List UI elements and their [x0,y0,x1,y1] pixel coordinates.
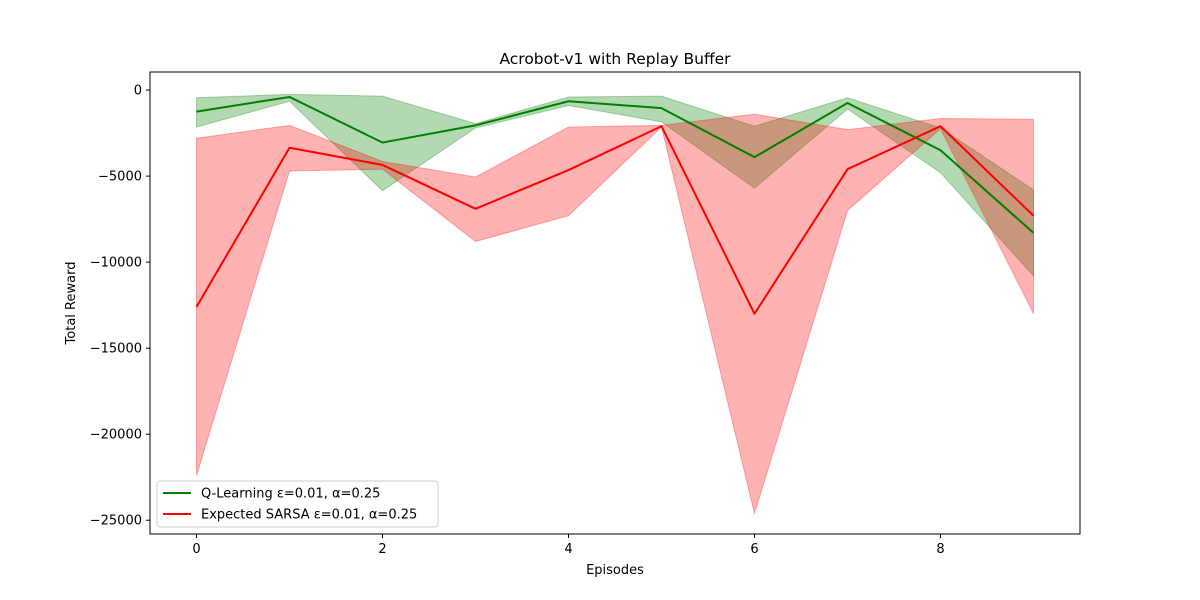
x-tick-label: 8 [936,542,944,557]
y-tick-label: −5000 [98,170,142,185]
x-tick-label: 6 [750,542,758,557]
bands-layer [196,93,1034,516]
series-1-line [195,125,1035,315]
series-1-band [196,113,1034,516]
y-tick-label: 0 [134,84,142,99]
y-axis-label: Total Reward [64,262,79,346]
y-tick-label: −20000 [90,428,142,443]
series-0-line [196,95,1035,234]
legend-label-1: Expected SARSA ε=0.01, α=0.25 [201,508,417,523]
lines-layer [195,95,1035,315]
series-0-band [196,93,1034,278]
chart-title: Acrobot-v1 with Replay Buffer [499,50,731,68]
y-tick-label: −15000 [90,342,142,357]
x-axis: 0 2 4 6 8 [192,534,945,557]
y-axis: 0 −5000 −10000 −15000 −20000 −25000 [90,84,150,529]
x-tick-label: 0 [192,542,200,557]
legend-label-0: Q-Learning ε=0.01, α=0.25 [201,487,380,502]
x-tick-label: 2 [378,542,386,557]
x-axis-label: Episodes [586,563,644,578]
legend: Q-Learning ε=0.01, α=0.25 Expected SARSA … [156,480,439,528]
x-tick-label: 4 [564,542,572,557]
plot-frame [149,71,1081,535]
y-tick-label: −25000 [90,514,142,529]
legend-box [156,480,439,528]
y-tick-label: −10000 [90,256,142,271]
